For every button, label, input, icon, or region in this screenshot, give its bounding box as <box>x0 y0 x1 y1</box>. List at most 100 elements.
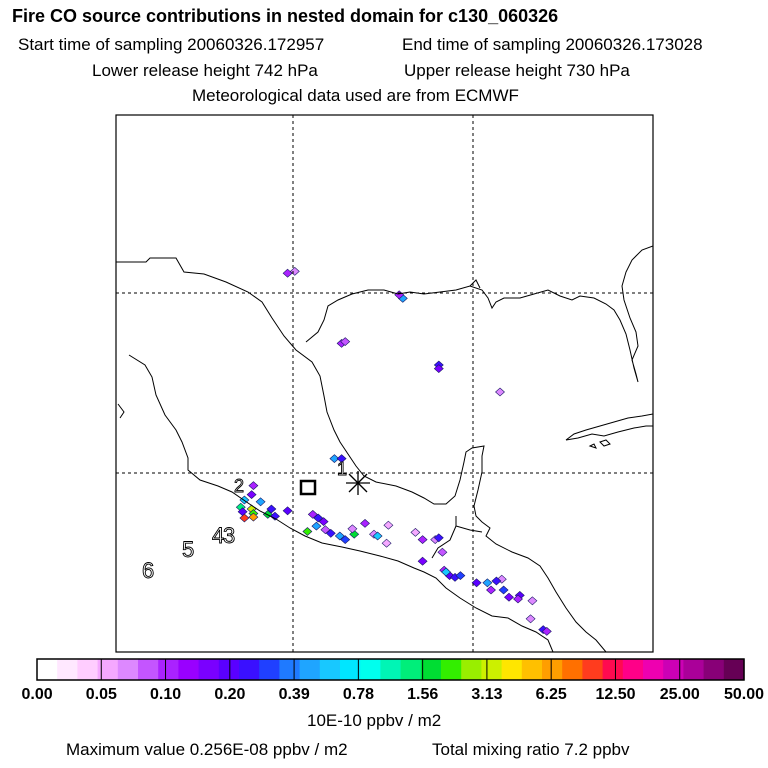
colorbar-swatch <box>501 659 523 680</box>
plume-cell <box>498 585 509 595</box>
release-label-4: 4 <box>212 523 224 548</box>
colorbar-swatch <box>602 659 624 680</box>
colorbar-swatch <box>683 659 705 680</box>
plume-cell <box>248 481 259 491</box>
plume-cell <box>340 535 351 545</box>
plume-cell <box>417 535 428 545</box>
plume-cell <box>340 337 351 347</box>
colorbar-swatch <box>299 659 321 680</box>
plume-cell <box>513 594 523 604</box>
colorbar-swatch <box>37 659 58 680</box>
plume-cell <box>455 571 466 581</box>
met-data-source: Meteorological data used are from ECMWF <box>192 86 519 105</box>
lower-release-height: Lower release height 742 hPa <box>92 61 318 80</box>
colorbar-swatch <box>400 659 422 680</box>
plume-cell <box>486 585 496 595</box>
release-label-6: 6 <box>142 558 154 583</box>
plume-cell <box>266 504 277 514</box>
colorbar-swatch <box>481 659 503 680</box>
plume-cell <box>437 547 448 557</box>
colorbar-swatch <box>77 659 99 680</box>
colorbar-tick-label: 12.50 <box>595 686 636 703</box>
colorbar-swatch <box>622 659 644 680</box>
release-label-5: 5 <box>182 537 194 562</box>
colorbar-tick-label: 0.05 <box>85 686 117 703</box>
plume-cell <box>302 527 313 536</box>
receptor-marker <box>299 479 317 496</box>
plume-cell <box>471 578 482 588</box>
plume-cell <box>311 521 322 531</box>
plume-cell <box>248 512 259 522</box>
colorbar-swatch <box>57 659 78 680</box>
colorbar-swatch <box>420 659 442 680</box>
start-sampling-time: Start time of sampling 20060326.172957 <box>18 35 325 54</box>
colorbar-swatch <box>319 659 341 680</box>
plume-cell <box>504 592 514 602</box>
plume-cell <box>495 387 505 397</box>
colorbar-swatch <box>582 659 604 680</box>
plume-cell <box>410 527 421 537</box>
plume-cell <box>360 518 370 528</box>
colorbar-tick-label: 3.13 <box>471 686 503 703</box>
plot-title: Fire CO source contributions in nested d… <box>12 6 559 26</box>
colorbar-swatch <box>542 659 563 680</box>
plume-cell <box>491 576 502 586</box>
colorbar-tick-label: 0.39 <box>278 686 310 703</box>
plume-cell <box>318 517 329 527</box>
plume-layer <box>235 266 552 636</box>
plume-cell <box>417 556 428 566</box>
plume-cell <box>255 497 266 507</box>
colorbar-swatch <box>461 659 482 680</box>
total-mixing-ratio: Total mixing ratio 7.2 ppbv <box>432 740 630 759</box>
plume-cell <box>325 528 336 538</box>
colorbar-swatch <box>521 659 543 680</box>
plume-cell <box>381 538 392 548</box>
colorbar-swatch <box>259 659 280 680</box>
colorbar-tick-label: 0.78 <box>342 686 374 703</box>
release-label-2: 2 <box>234 476 244 496</box>
plume-cell <box>482 578 493 588</box>
colorbar-swatch <box>239 659 260 680</box>
colorbar-swatch <box>643 659 664 680</box>
plume-cell <box>433 364 444 374</box>
maximum-value: Maximum value 0.256E-08 ppbv / m2 <box>66 740 348 759</box>
colorbar-tick-label: 25.00 <box>659 686 700 703</box>
plume-cell <box>541 626 552 636</box>
colorbar-swatch <box>663 659 684 680</box>
colorbar-swatch <box>97 659 119 680</box>
colorbar-tick-label: 1.56 <box>407 686 439 703</box>
release-label-1: 1 <box>337 459 347 479</box>
colorbar-swatch <box>723 659 745 680</box>
colorbar-swatch <box>178 659 200 680</box>
colorbar-swatch <box>380 659 402 680</box>
colorbar-swatch <box>562 659 583 680</box>
colorbar-tick-label: 0.00 <box>21 686 53 703</box>
plume-cell <box>329 454 340 464</box>
plume-cell <box>282 506 293 516</box>
plume-cell <box>525 614 536 624</box>
plume-cell <box>383 520 394 530</box>
colorbar-swatch <box>158 659 179 680</box>
plume-cell <box>246 490 257 500</box>
colorbar-tick-label: 0.10 <box>150 686 182 703</box>
release-point-marker <box>346 471 370 495</box>
plume-cell <box>441 567 451 577</box>
upper-release-height: Upper release height 730 hPa <box>404 61 630 80</box>
release-label-3: 3 <box>223 523 235 548</box>
end-sampling-time: End time of sampling 20060326.173028 <box>402 35 703 54</box>
plume-cell <box>239 513 250 523</box>
plume-cell <box>270 511 280 521</box>
colorbar-swatch <box>198 659 220 680</box>
colorbar-swatch <box>441 659 462 680</box>
plume-cell <box>336 454 347 464</box>
plume-cell <box>372 531 383 541</box>
plume-cell <box>433 533 444 543</box>
colorbar-swatch <box>340 659 361 680</box>
colorbar-tick-label: 50.00 <box>724 686 765 703</box>
colorbar-swatch <box>117 659 139 680</box>
map-frame <box>115 114 654 653</box>
colorbar-tick-label: 0.20 <box>214 686 246 703</box>
colorbar-swatch <box>218 659 240 680</box>
